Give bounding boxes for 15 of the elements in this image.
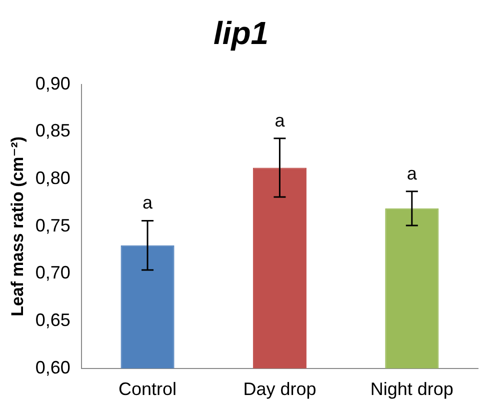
y-axis-title: Leaf mass ratio (cm⁻²): [8, 136, 27, 316]
annotation: a: [274, 110, 286, 130]
y-tick-label: 0,70: [35, 262, 70, 283]
y-tick-label: 0,85: [35, 120, 70, 141]
x-tick-label: Control: [118, 379, 177, 400]
y-tick-label: 0,75: [35, 215, 70, 236]
chart-title: lip1: [213, 15, 269, 52]
annotation: a: [142, 192, 154, 213]
x-tick-label: Night drop: [370, 379, 454, 400]
y-tick-label: 0,80: [35, 168, 70, 188]
x-tick-label: Day drop: [243, 379, 316, 400]
y-tick-label: 0,65: [35, 310, 70, 330]
y-tick-label: 0,60: [35, 357, 70, 378]
y-tick-label: 0,90: [35, 73, 70, 94]
annotation: a: [406, 163, 418, 184]
